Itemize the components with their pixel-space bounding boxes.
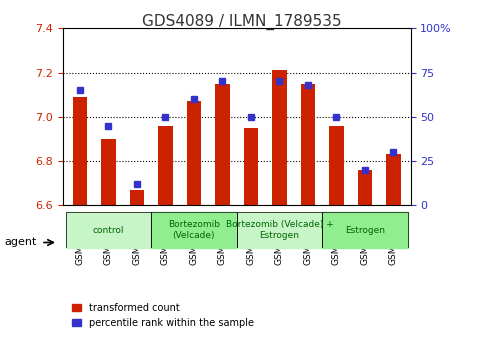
Bar [215, 84, 229, 205]
Text: GDS4089 / ILMN_1789535: GDS4089 / ILMN_1789535 [142, 14, 341, 30]
Bar [272, 70, 286, 205]
Text: Bortezomib
(Velcade): Bortezomib (Velcade) [168, 221, 220, 240]
Bar [151, 212, 237, 248]
Text: Bortezomib (Velcade) +
Estrogen: Bortezomib (Velcade) + Estrogen [226, 221, 333, 240]
Bar [73, 97, 87, 205]
Bar [386, 154, 400, 205]
Bar [322, 212, 408, 248]
Bar [358, 170, 372, 205]
Bar [301, 84, 315, 205]
Text: Estrogen: Estrogen [345, 225, 385, 235]
Bar [130, 190, 144, 205]
Bar [66, 212, 151, 248]
Text: control: control [93, 225, 124, 235]
Bar [237, 212, 322, 248]
Bar [329, 126, 343, 205]
Bar [101, 139, 115, 205]
Legend: transformed count, percentile rank within the sample: transformed count, percentile rank withi… [68, 299, 258, 331]
Bar [187, 101, 201, 205]
Text: agent: agent [5, 238, 37, 247]
Bar [244, 128, 258, 205]
Bar [158, 126, 172, 205]
